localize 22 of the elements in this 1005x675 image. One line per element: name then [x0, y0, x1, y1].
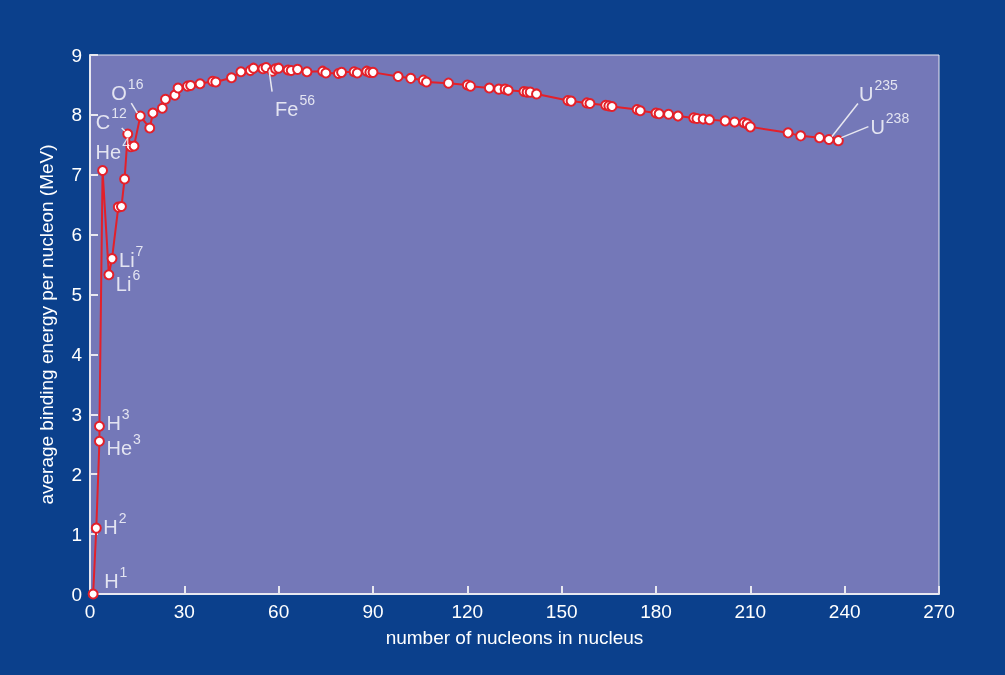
x-tick-label: 30	[173, 601, 195, 622]
x-axis-title: number of nucleons in nucleus	[385, 627, 644, 648]
y-tick-label: 0	[71, 583, 82, 605]
x-tick-label: 60	[268, 601, 290, 622]
x-tick-label: 180	[640, 601, 672, 622]
y-tick-label: 4	[71, 343, 83, 365]
x-tick-label: 240	[828, 601, 861, 622]
x-tick-label: 120	[451, 601, 484, 622]
y-tick-label: 5	[71, 284, 82, 306]
y-tick-label: 2	[71, 463, 82, 485]
x-tick-label: 150	[545, 601, 578, 622]
y-tick-label: 9	[71, 44, 82, 66]
y-tick-label: 1	[71, 523, 82, 545]
y-tick-label: 8	[71, 104, 82, 126]
x-tick-label: 270	[923, 601, 955, 622]
x-tick-label: 90	[362, 601, 384, 622]
x-tick-label: 210	[734, 601, 767, 622]
x-tick-label: 0	[84, 601, 96, 622]
y-tick-label: 7	[71, 164, 82, 186]
y-tick-label: 3	[71, 403, 82, 425]
y-axis-title: average binding energy per nucleon (MeV)	[36, 144, 57, 505]
y-tick-label: 6	[71, 224, 82, 246]
